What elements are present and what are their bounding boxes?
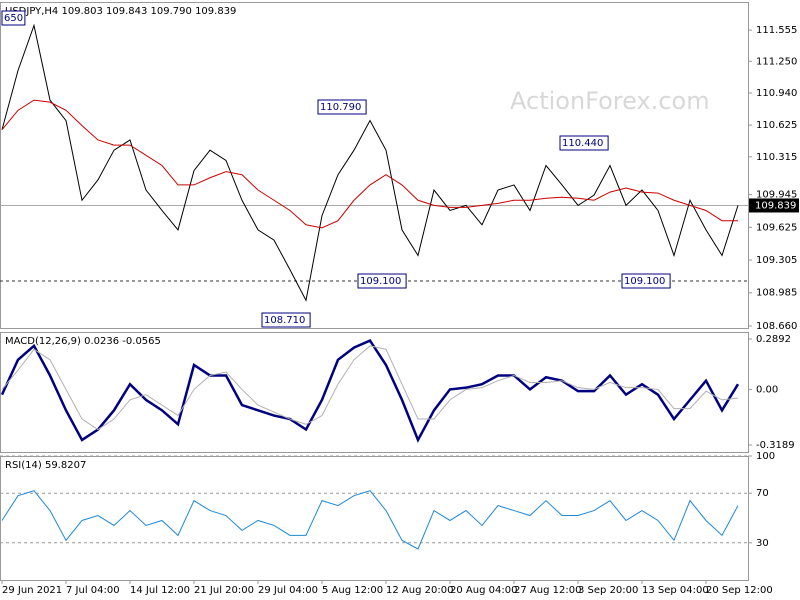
x-tick-label: 29 Jun 2021	[2, 585, 62, 596]
x-tick-label: 27 Aug 12:00	[514, 585, 581, 596]
annotation-label: 110.790	[320, 102, 361, 113]
y-tick-label: 70	[756, 488, 769, 499]
y-tick-label: 109.625	[756, 222, 797, 233]
y-tick-label: 109.305	[756, 255, 797, 266]
annotation-label: 650	[4, 13, 23, 24]
annotation-label: 109.100	[360, 276, 401, 287]
y-tick-label: 0.2892	[756, 334, 791, 345]
x-tick-label: 7 Jul 04:00	[66, 585, 120, 596]
y-tick-label: 110.940	[756, 88, 797, 99]
y-tick-label: 0.00	[756, 384, 778, 395]
annotation-box	[621, 273, 671, 289]
x-tick-label: 3 Sep 20:00	[578, 585, 638, 596]
y-tick-label: 108.660	[756, 321, 797, 332]
series-line	[0, 339, 740, 443]
x-tick-label: 29 Jul 04:00	[258, 585, 318, 596]
y-tick-label: 109.945	[756, 190, 797, 201]
annotation-label: 109.100	[624, 276, 665, 287]
annotation-box	[1, 10, 26, 26]
annotation-label: 108.710	[264, 315, 305, 326]
last-price-label: 109.839	[755, 200, 796, 211]
y-tick-label: 110.625	[756, 120, 797, 131]
watermark: ActionForex.com	[510, 87, 710, 115]
y-tick-label: 100	[756, 451, 775, 462]
x-tick-label: 21 Jul 20:00	[194, 585, 254, 596]
panel-title: RSI(14) 59.8207	[5, 460, 86, 471]
series-line	[1, 99, 738, 229]
x-tick-label: 13 Sep 04:00	[642, 585, 709, 596]
annotation-box	[357, 273, 407, 289]
series-line	[1, 490, 739, 550]
x-tick-label: 5 Aug 12:00	[322, 585, 383, 596]
y-tick-label: 108.985	[756, 288, 797, 299]
y-tick-label: 110.315	[756, 152, 797, 163]
y-tick-label: 111.250	[756, 56, 797, 67]
y-tick-label: -0.3189	[756, 440, 795, 451]
last-price-box	[749, 198, 799, 213]
panel-frame	[0, 2, 749, 329]
panel-title: USDJPY,H4 109.803 109.843 109.790 109.83…	[5, 6, 236, 17]
series-line	[1, 345, 739, 431]
annotation-box	[317, 99, 367, 115]
x-tick-label: 12 Aug 20:00	[386, 585, 453, 596]
y-tick-label: 30	[756, 538, 769, 549]
x-tick-label: 20 Aug 04:00	[450, 585, 517, 596]
annotation-box	[559, 135, 609, 151]
panel-frame	[0, 332, 749, 453]
x-tick-label: 14 Jul 12:00	[130, 585, 190, 596]
series-line	[1, 23, 739, 302]
panel-title: MACD(12,26,9) 0.0236 -0.0565	[5, 336, 161, 347]
y-tick-label: 111.555	[756, 25, 797, 36]
annotation-box	[261, 312, 311, 328]
annotation-label: 110.440	[562, 138, 603, 149]
x-tick-label: 20 Sep 12:00	[706, 585, 773, 596]
